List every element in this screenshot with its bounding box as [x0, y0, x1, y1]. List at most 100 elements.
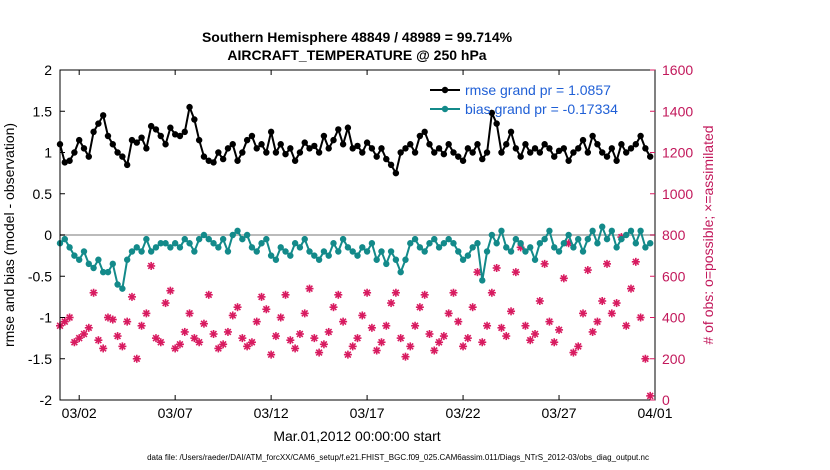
bias-point [282, 248, 289, 255]
rmse-point [608, 145, 616, 152]
obs-count-marker [444, 309, 453, 318]
obs-marker-stroke [435, 338, 443, 346]
bias-point [579, 248, 587, 255]
obs-marker-stroke [608, 309, 616, 317]
obs-marker-stroke [147, 262, 155, 270]
obs-count-marker [579, 309, 588, 318]
rmse-point [66, 157, 73, 164]
rmse-point [493, 120, 500, 127]
bias-point [483, 248, 491, 255]
obs-count-marker [310, 334, 319, 343]
bias-point [215, 244, 222, 251]
bias-point [133, 244, 140, 251]
obs-count-marker [535, 297, 544, 305]
obs-count-marker [358, 311, 367, 320]
obs-count-marker [531, 330, 540, 338]
obs-count-marker [377, 338, 386, 347]
obs-marker-stroke [627, 285, 635, 293]
obs-marker-stroke [282, 291, 289, 299]
bias-point [637, 227, 644, 235]
rmse-point [603, 153, 611, 160]
obs-marker-stroke [502, 332, 510, 340]
rmse-point [287, 145, 294, 152]
bias-point [627, 227, 635, 235]
obs-marker-stroke [363, 289, 371, 297]
rmse-point [584, 149, 592, 156]
obs-marker-stroke [267, 351, 275, 359]
rmse-point [637, 132, 644, 140]
rmse-point [210, 159, 217, 166]
obs-count-marker [233, 303, 242, 312]
rmse-point [123, 161, 131, 169]
rmse-point [85, 153, 92, 160]
rmse-point [71, 149, 78, 156]
rmse-point [383, 155, 390, 163]
footnote: data file: /Users/raeder/DAI/ATM_forcXX/… [147, 453, 649, 462]
rmse-point [176, 132, 184, 140]
obs-count-marker [415, 303, 424, 312]
obs-count-marker [166, 286, 175, 295]
bias-point [315, 256, 323, 263]
obs-marker-stroke [66, 314, 74, 321]
obs-count-marker [238, 334, 247, 343]
rmse-point [623, 149, 630, 156]
bias-point [378, 248, 385, 255]
obs-marker-stroke [493, 264, 501, 272]
bias-point [498, 227, 505, 235]
obs-marker-stroke [555, 326, 563, 334]
legend-bias-label: bias grand pr = -0.17334 [465, 101, 618, 117]
bias-point [95, 256, 102, 263]
rmse-point [157, 132, 164, 140]
bias-point [75, 256, 83, 263]
bias-point [152, 244, 160, 251]
obs-count-marker [79, 330, 88, 338]
rmse-point [435, 145, 443, 152]
rmse-point [296, 149, 304, 156]
rmse-point [315, 149, 323, 156]
y2-axis-label: # of obs: o=possible; ×=assimilated [700, 125, 716, 344]
obs-count-marker [603, 259, 612, 268]
obs-marker-stroke [123, 318, 131, 326]
obs-count-marker [343, 350, 352, 359]
bias-point [397, 268, 404, 276]
bias-point [421, 248, 428, 255]
obs-count-marker [406, 342, 415, 351]
rmse-point [455, 153, 462, 160]
rmse-point [344, 124, 352, 131]
y-axis-right: 0 200 400 600 800 1000 1200 1400 1600 [650, 62, 693, 408]
rmse-point [162, 141, 169, 148]
obs-count-marker [473, 268, 482, 277]
obs-count-marker [487, 288, 496, 297]
rmse-point [248, 132, 256, 140]
obs-marker-stroke [142, 309, 150, 317]
rmse-point [263, 149, 270, 156]
bias-point [426, 240, 433, 247]
obs-count-marker [545, 317, 554, 326]
obs-count-marker [142, 309, 151, 318]
chart-subtitle: AIRCRAFT_TEMPERATURE @ 250 hPa [227, 47, 486, 63]
rmse-point [426, 141, 433, 148]
obs-count-marker [497, 323, 506, 332]
obs-count-marker [199, 319, 208, 328]
rmse-point [507, 128, 515, 136]
rmse-point [138, 134, 145, 141]
rmse-point [575, 145, 582, 152]
obs-count-marker [641, 354, 650, 363]
bias-point [181, 235, 188, 243]
obs-marker-stroke [622, 322, 630, 330]
bias-point [191, 248, 198, 255]
legend-bias-marker [441, 105, 449, 113]
bias-point [363, 248, 371, 255]
obs-marker-stroke [488, 289, 496, 297]
bias-point [291, 240, 299, 247]
bias-point [186, 240, 193, 247]
rmse-point [589, 132, 596, 140]
rmse-point [378, 145, 385, 152]
rmse-point [277, 141, 284, 148]
obs-count-marker [363, 288, 372, 297]
obs-marker-stroke [589, 328, 597, 336]
bias-point [243, 231, 251, 239]
obs-count-marker [636, 313, 645, 322]
bias-point [167, 244, 174, 251]
obs-count-marker [631, 257, 640, 266]
